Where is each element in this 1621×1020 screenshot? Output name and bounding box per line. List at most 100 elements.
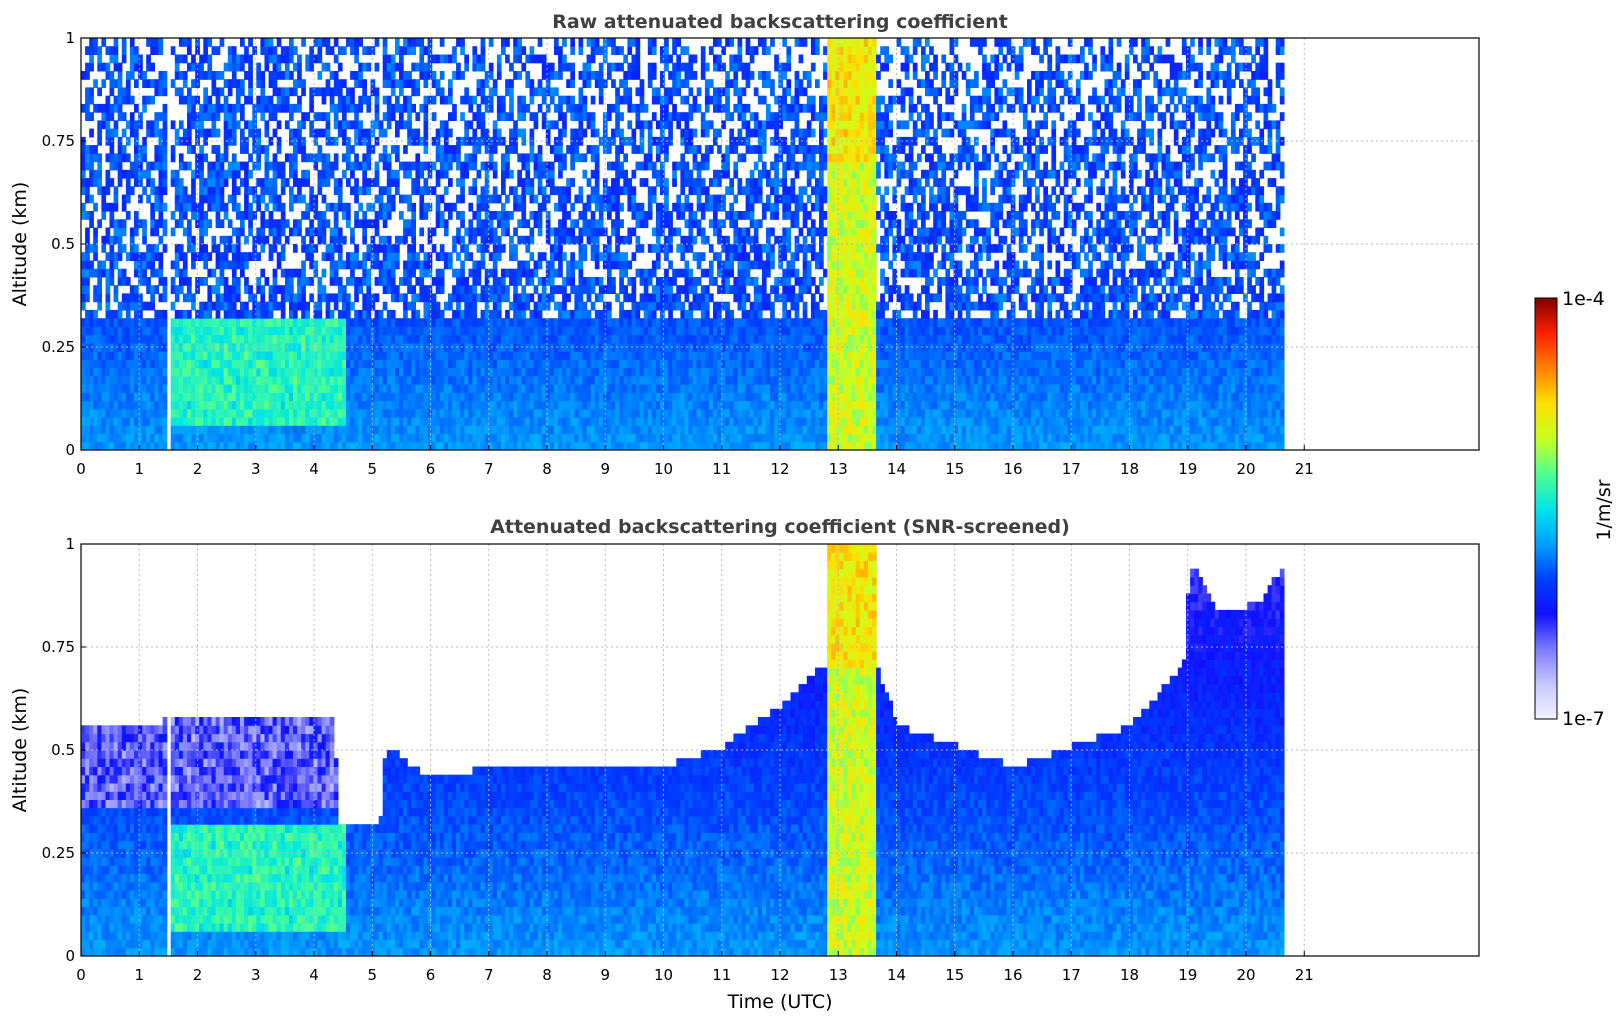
heatmap-cell <box>227 79 233 88</box>
heatmap-cell <box>305 326 310 336</box>
heatmap-cell <box>501 211 506 220</box>
heatmap-cell <box>121 194 127 204</box>
heatmap-cell <box>293 62 298 72</box>
heatmap-cell <box>142 425 147 435</box>
heatmap-cell <box>366 359 372 369</box>
heatmap-cell <box>366 301 372 311</box>
heatmap-cell <box>346 318 351 327</box>
heatmap-cell <box>162 441 168 450</box>
heatmap-cell <box>390 277 396 286</box>
heatmap-cell <box>554 103 559 113</box>
heatmap-cell <box>362 153 367 163</box>
heatmap-cell <box>117 235 123 245</box>
heatmap-cell <box>611 384 616 393</box>
heatmap-cell <box>268 178 274 187</box>
heatmap-cell <box>342 46 347 55</box>
heatmap-cell <box>403 260 408 270</box>
heatmap-cell <box>313 318 319 327</box>
heatmap-cell <box>117 400 123 410</box>
heatmap-cell <box>121 334 127 344</box>
heatmap-cell <box>558 62 563 72</box>
heatmap-cell <box>468 219 474 229</box>
heatmap-cell <box>93 326 98 336</box>
heatmap-cell <box>558 128 563 138</box>
heatmap-cell <box>501 103 506 113</box>
heatmap-cell <box>598 433 604 443</box>
heatmap-cell <box>382 318 388 327</box>
heatmap-cell <box>227 326 233 336</box>
heatmap-cell <box>289 359 294 369</box>
heatmap-cell <box>268 351 274 360</box>
heatmap-cell <box>182 260 188 270</box>
heatmap-cell <box>109 211 115 220</box>
heatmap-cell <box>517 318 522 327</box>
heatmap-cell <box>280 219 286 229</box>
heatmap-cell <box>199 227 204 237</box>
heatmap-cell <box>411 318 416 327</box>
heatmap-cell <box>142 186 147 196</box>
heatmap-cell <box>354 79 359 88</box>
heatmap-cell <box>207 161 213 171</box>
heatmap-cell <box>235 260 241 270</box>
heatmap-cell <box>452 326 457 336</box>
heatmap-cell <box>615 235 620 245</box>
heatmap-cell <box>460 367 465 377</box>
heatmap-cell <box>492 375 498 385</box>
heatmap-cell <box>105 334 111 344</box>
heatmap-cell <box>215 244 221 253</box>
heatmap-cell <box>154 384 160 393</box>
heatmap-cell <box>529 95 535 105</box>
heatmap-cell <box>207 178 213 187</box>
heatmap-cell <box>350 38 355 47</box>
heatmap-cell <box>639 425 645 435</box>
heatmap-cell <box>594 318 600 327</box>
heatmap-cell <box>496 112 502 121</box>
heatmap-cell <box>203 334 208 344</box>
heatmap-cell <box>121 326 127 336</box>
heatmap-cell <box>423 384 429 393</box>
heatmap-cell <box>105 433 111 443</box>
heatmap-cell <box>325 153 331 163</box>
heatmap-cell <box>582 301 588 311</box>
heatmap-cell <box>521 342 527 352</box>
heatmap-cell <box>586 359 592 369</box>
heatmap-cell <box>93 202 98 212</box>
heatmap-cell <box>207 169 213 179</box>
heatmap-cell <box>643 400 649 410</box>
heatmap-cell <box>297 219 302 229</box>
heatmap-cell <box>219 334 225 344</box>
heatmap-cell <box>240 351 245 360</box>
heatmap-cell <box>89 441 94 450</box>
heatmap-cell <box>81 318 86 327</box>
heatmap-cell <box>435 342 441 352</box>
heatmap-cell <box>513 433 518 443</box>
heatmap-cell <box>460 441 465 450</box>
heatmap-cell <box>501 441 506 450</box>
heatmap-cell <box>623 54 628 64</box>
heatmap-cell <box>570 128 575 138</box>
heatmap-cell <box>537 211 543 220</box>
heatmap-cell <box>264 103 270 113</box>
heatmap-cell <box>488 71 494 80</box>
heatmap-cell <box>182 392 188 402</box>
heatmap-cell <box>545 351 551 360</box>
heatmap-cell <box>448 54 453 64</box>
heatmap-cell <box>562 95 567 105</box>
heatmap-cell <box>562 425 567 435</box>
heatmap-cell <box>403 375 408 385</box>
heatmap-cell <box>456 153 461 163</box>
heatmap-cell <box>541 202 547 212</box>
heatmap-cell <box>321 38 327 47</box>
heatmap-cell <box>244 202 249 212</box>
heatmap-cell <box>358 417 363 426</box>
heatmap-cell <box>272 342 278 352</box>
heatmap-cell <box>325 309 331 319</box>
heatmap-cell <box>215 400 221 410</box>
heatmap-cell <box>374 87 380 97</box>
heatmap-cell <box>187 367 192 377</box>
heatmap-cell <box>162 293 168 303</box>
heatmap-cell <box>289 268 294 278</box>
heatmap-cell <box>211 342 217 352</box>
heatmap-cell <box>109 417 115 426</box>
heatmap-cell <box>578 309 584 319</box>
